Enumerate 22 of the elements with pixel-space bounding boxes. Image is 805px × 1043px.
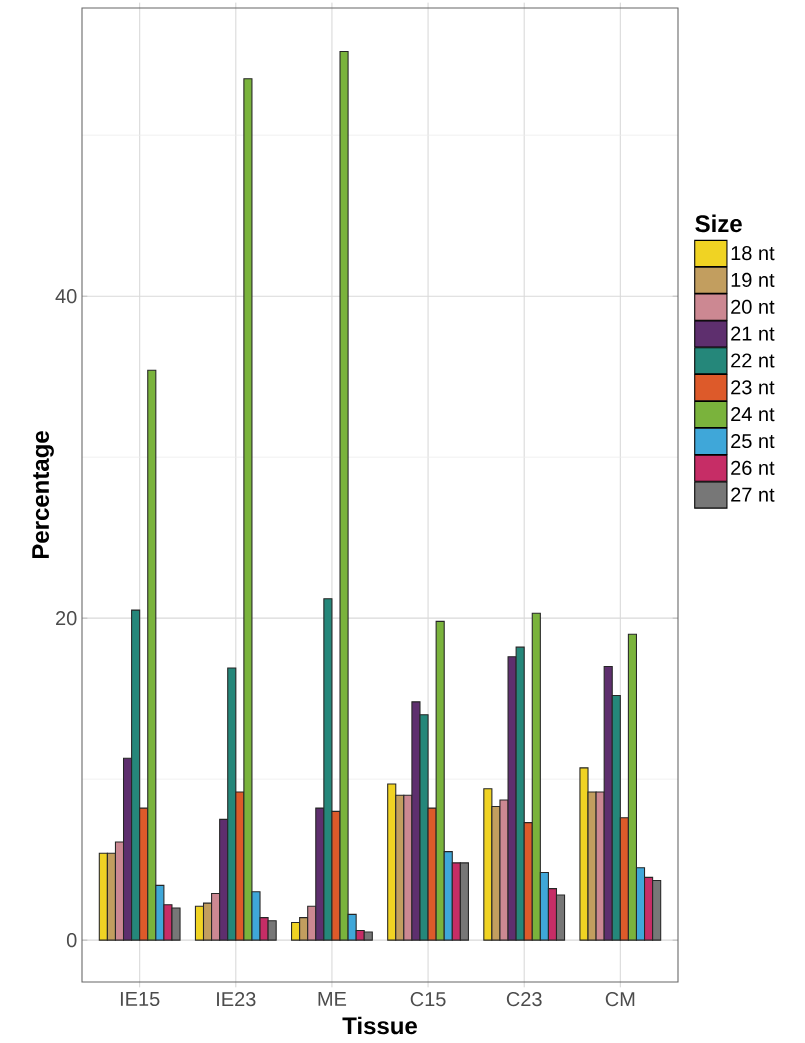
- x-tick-label: IE15: [120, 992, 160, 1006]
- legend-label: 19 nt: [731, 272, 775, 288]
- y-tick-label: 20: [56, 611, 77, 626]
- x-tick-label: CM: [605, 992, 635, 1007]
- x-tick-label: C15: [410, 992, 446, 1007]
- legend-label: 24 nt: [731, 407, 775, 422]
- y-axis-title: Percentage: [32, 431, 54, 559]
- legend-title: Size: [695, 214, 742, 233]
- legend-label: 18 nt: [731, 246, 775, 261]
- legend-label: 25 nt: [731, 433, 775, 449]
- x-axis-title: Tissue: [342, 1016, 417, 1035]
- x-tick-label: C23: [506, 992, 542, 1007]
- y-tick-label: 40: [55, 289, 77, 304]
- x-tick-label: ME: [318, 992, 347, 1006]
- legend-label: 20 nt: [731, 299, 775, 314]
- y-tick-label: 0: [66, 933, 77, 948]
- legend-label: 23 nt: [731, 380, 775, 395]
- legend-label: 27 nt: [731, 487, 775, 502]
- legend-label: 26 nt: [731, 460, 775, 475]
- legend-label: 21 nt: [731, 326, 775, 341]
- legend-label: 22 nt: [731, 353, 775, 368]
- x-tick-label: IE23: [217, 992, 256, 1007]
